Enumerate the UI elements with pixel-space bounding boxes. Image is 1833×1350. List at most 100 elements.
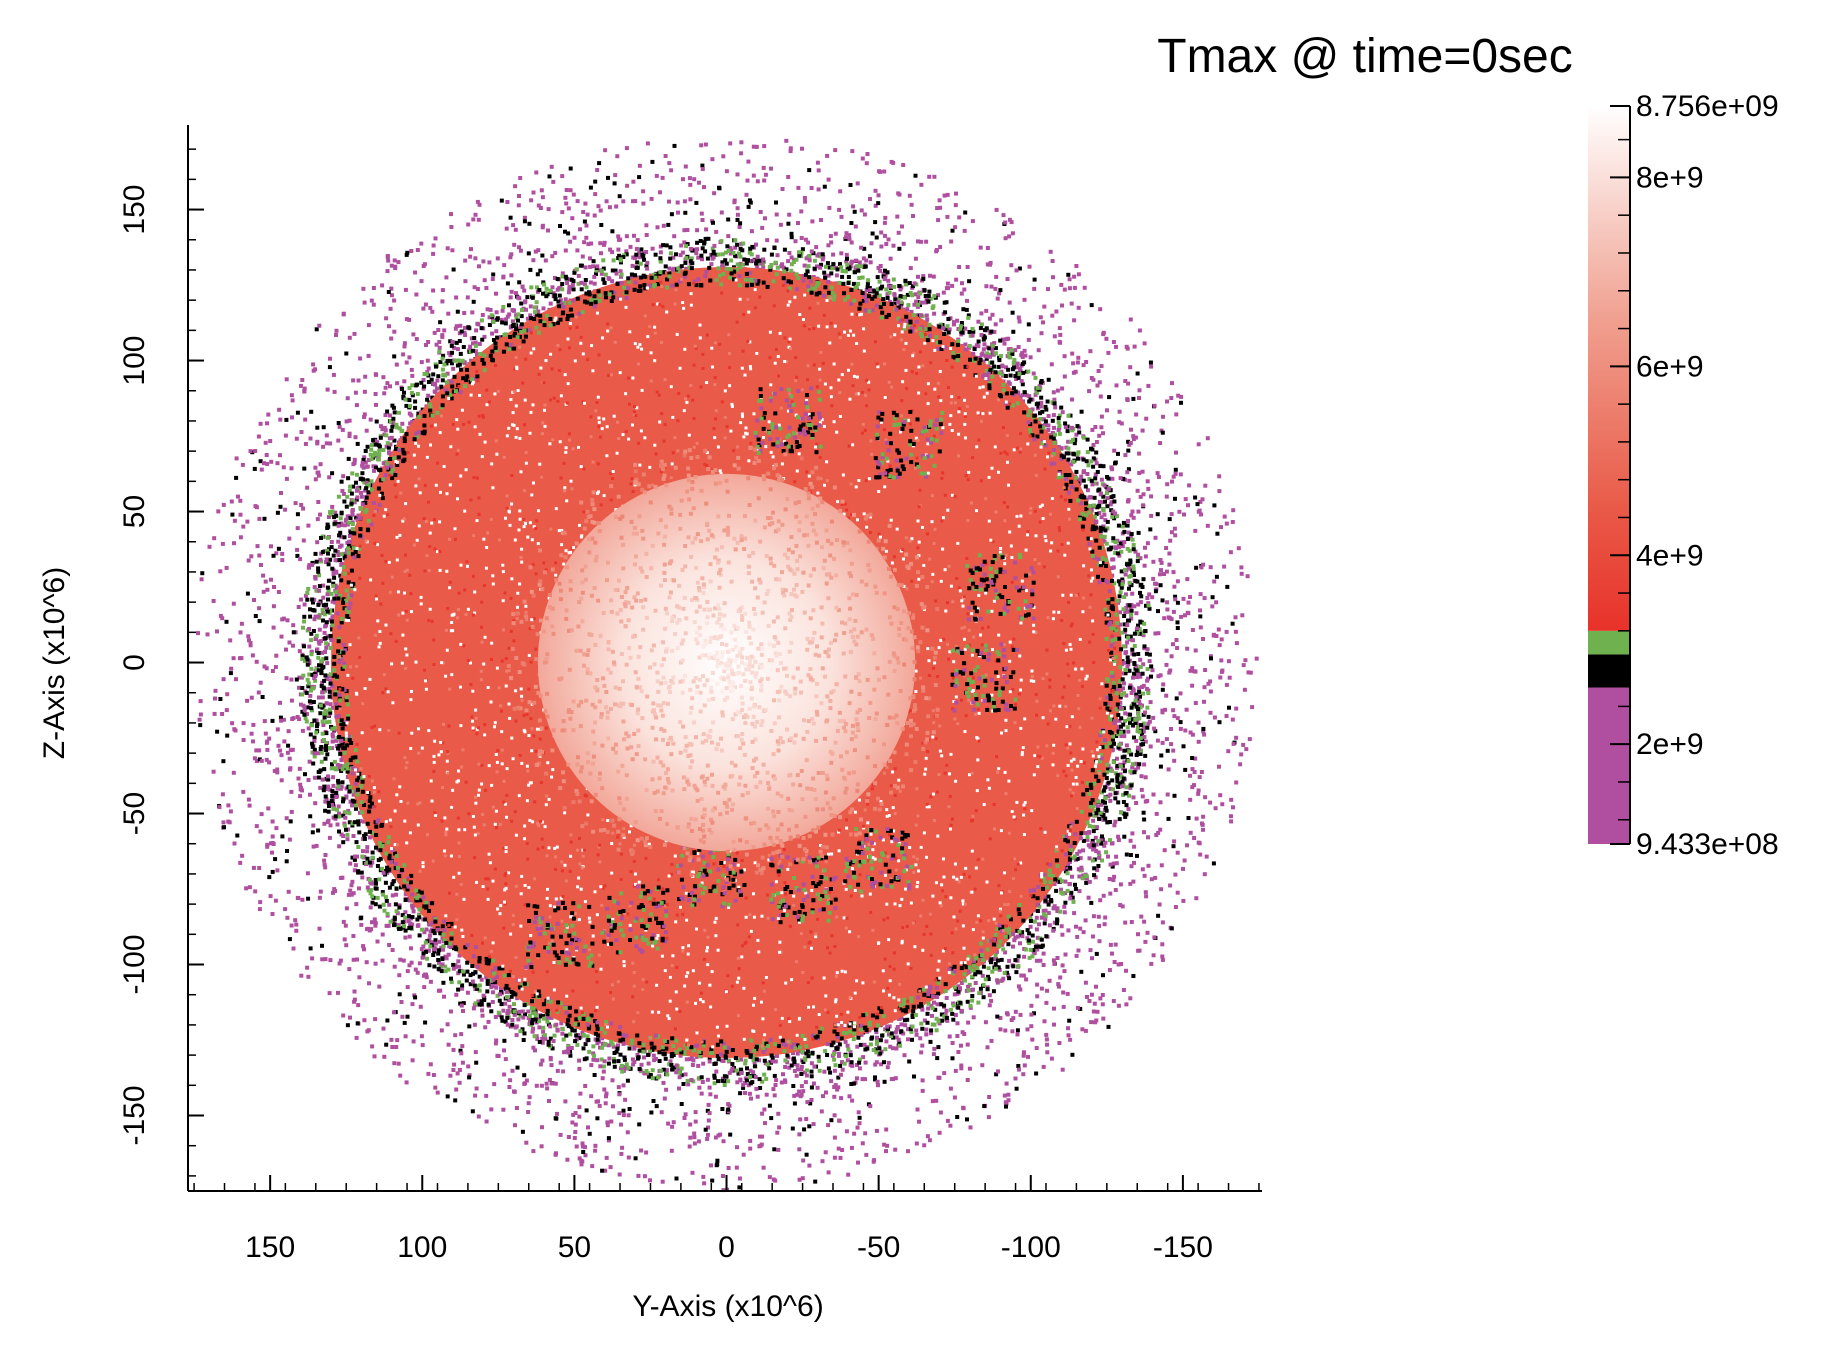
halo-particle [705, 1077, 710, 1082]
shell-particle [1127, 586, 1131, 591]
halo-particle [993, 322, 998, 327]
halo-particle [1061, 990, 1066, 995]
shell-particle [317, 588, 322, 593]
shell-particle [996, 364, 1001, 369]
halo-particle [361, 944, 366, 949]
halo-particle [1123, 592, 1128, 597]
halo-particle [265, 462, 270, 466]
shell-particle [1119, 585, 1124, 590]
halo-particle [465, 295, 470, 300]
halo-particle [674, 1070, 679, 1075]
halo-particle [286, 743, 291, 748]
halo-particle [540, 1125, 544, 1130]
halo-particle [1012, 938, 1017, 943]
halo-particle [945, 281, 950, 286]
halo-particle [660, 1179, 665, 1184]
halo-particle [1154, 833, 1159, 837]
halo-particle [503, 1001, 508, 1006]
shell-particle [1138, 705, 1143, 710]
halo-particle [700, 257, 704, 262]
shell-particle [350, 586, 355, 591]
halo-particle [299, 503, 304, 507]
halo-particle [1045, 988, 1049, 993]
shell-particle [800, 1049, 805, 1054]
halo-particle [986, 1115, 991, 1120]
halo-particle [580, 1030, 585, 1035]
shell-particle [1108, 620, 1113, 625]
halo-particle [197, 717, 202, 722]
halo-particle [1014, 970, 1019, 975]
shell-particle [312, 739, 317, 743]
halo-particle [754, 144, 759, 149]
shell-particle [872, 289, 877, 294]
halo-particle [1137, 471, 1142, 475]
halo-particle [863, 1131, 868, 1136]
halo-particle [692, 1135, 697, 1140]
halo-particle [930, 1099, 935, 1104]
halo-particle [1146, 383, 1151, 388]
halo-particle [1151, 792, 1156, 797]
halo-particle [1169, 396, 1174, 400]
halo-particle [541, 306, 546, 311]
halo-particle [258, 421, 263, 426]
shell-particle [308, 732, 313, 737]
halo-particle [438, 320, 443, 325]
halo-particle [794, 1073, 799, 1078]
halo-particle [392, 410, 397, 415]
halo-particle [617, 1111, 622, 1116]
shell-particle [697, 1076, 702, 1081]
shell-particle [1113, 655, 1118, 660]
halo-particle [327, 835, 332, 840]
halo-particle [1199, 565, 1204, 570]
halo-particle [431, 243, 436, 248]
halo-particle [985, 246, 990, 250]
shell-particle [984, 356, 989, 361]
shell-particle [1026, 413, 1031, 418]
halo-particle [891, 243, 896, 248]
halo-particle [774, 238, 779, 243]
halo-particle [284, 859, 289, 864]
shell-particle [415, 917, 420, 922]
halo-particle [1171, 609, 1176, 614]
halo-particle [1193, 701, 1198, 705]
halo-particle [999, 318, 1004, 323]
halo-particle [1233, 615, 1238, 620]
shell-particle [376, 457, 381, 462]
halo-particle [293, 918, 298, 923]
shell-particle [863, 264, 868, 269]
halo-particle [798, 1117, 803, 1122]
shell-particle [333, 725, 337, 730]
halo-particle [897, 1016, 902, 1021]
halo-particle [1001, 337, 1005, 342]
halo-particle [832, 1135, 837, 1140]
halo-particle [493, 1041, 498, 1046]
halo-particle [1081, 930, 1086, 935]
halo-particle [502, 263, 507, 268]
halo-particle [428, 1062, 433, 1067]
halo-particle [1110, 747, 1115, 752]
halo-particle [426, 340, 431, 344]
halo-particle [735, 1145, 739, 1150]
shell-particle [314, 588, 319, 593]
halo-particle [1217, 643, 1222, 648]
shell-particle [363, 460, 368, 465]
halo-particle [421, 386, 426, 391]
halo-particle [236, 494, 240, 499]
halo-particle [973, 981, 978, 985]
shell-particle [689, 256, 694, 261]
halo-particle [261, 573, 266, 578]
halo-particle [739, 140, 744, 145]
shell-particle [1108, 693, 1112, 698]
halo-particle [1003, 236, 1008, 241]
halo-particle [667, 266, 672, 271]
halo-particle [480, 313, 485, 317]
halo-particle [1103, 840, 1108, 845]
halo-particle [224, 619, 229, 624]
halo-particle [605, 1120, 610, 1125]
halo-particle [392, 354, 397, 359]
halo-particle [1083, 1028, 1088, 1033]
halo-particle [1148, 744, 1153, 749]
halo-particle [1101, 332, 1106, 337]
halo-particle [449, 212, 453, 217]
halo-particle [353, 390, 358, 395]
